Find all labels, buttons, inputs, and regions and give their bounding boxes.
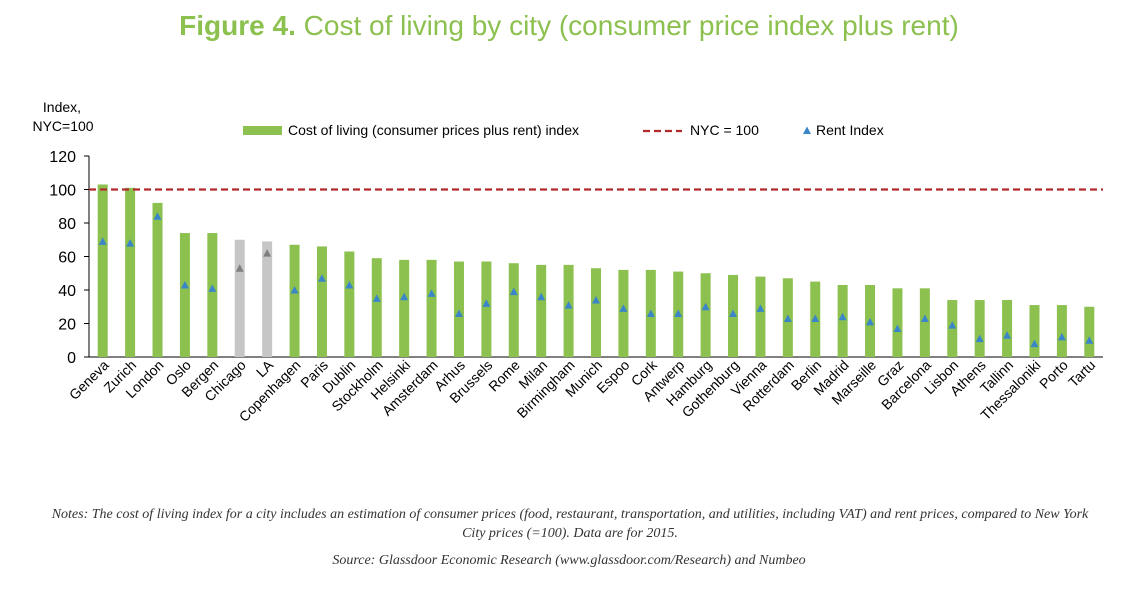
rent-marker-paris [317,274,326,282]
figure-title-text: Cost of living by city (consumer price i… [303,10,959,41]
rent-marker-brussels [482,299,491,307]
rent-marker-zurich [126,239,135,247]
bar-tallinn [1002,300,1013,357]
rent-marker-hamburg [701,302,710,311]
rent-marker-berlin [811,314,820,322]
rent-marker-madrid [838,312,847,321]
x-tick-label: Tartu [1065,357,1098,390]
rent-marker-lisbon [948,321,957,329]
bar-milan [536,264,547,357]
rent-marker-espoo [619,304,628,312]
y-tick-label: 0 [67,350,76,367]
bar-dublin [344,251,355,357]
rent-marker-porto [1057,332,1066,341]
bar-hamburg [700,273,711,357]
legend-bar-label: Cost of living (consumer prices plus ren… [288,122,579,138]
bar-graz [892,288,903,357]
rent-marker-tartu [1085,336,1094,344]
rent-marker-munich [592,296,600,304]
rent-marker-milan [537,292,546,301]
rent-marker-athens [975,334,984,343]
bar-chicago [234,239,245,357]
y-axis-title-line: NYC=100 [32,118,93,134]
rent-marker-helsinki [400,292,409,301]
rent-marker-stockholm [372,294,381,302]
bar-la [262,241,273,357]
bar-porto [1056,305,1067,357]
y-tick-label: 80 [58,216,76,233]
bar-paris [316,246,327,357]
bar-barcelona [919,288,930,357]
figure-label: Figure 4. [179,10,296,41]
figure-source: Source: Glassdoor Economic Research (www… [332,553,806,568]
bar-arhus [453,261,464,357]
rent-marker-rome [509,287,518,296]
bar-athens [974,300,985,357]
bar-bergen [207,233,218,357]
bar-rome [508,263,519,357]
rent-marker-amsterdam [427,289,436,297]
legend-marker-swatch [803,126,811,134]
rent-marker-chicago [235,264,244,272]
chart: Index,NYC=100020406080100120GenevaZurich… [32,99,1103,425]
rent-marker-graz [893,324,902,333]
bar-zurich [125,187,136,357]
rent-marker-dublin [345,280,354,289]
rent-marker-copenhagen [290,286,299,294]
legend-bar-swatch [243,126,282,135]
bar-london [152,202,163,357]
bar-helsinki [399,259,410,357]
rent-marker-arhus [454,309,463,317]
x-tick-label: Rome [485,357,523,395]
y-tick-label: 20 [58,317,76,334]
figure-title: Figure 4. Cost of living by city (consum… [0,10,1138,42]
bar-amsterdam [426,259,437,357]
bar-munich [591,268,601,357]
bar-espoo [618,269,629,357]
rent-marker-antwerp [674,309,683,317]
bar-stockholm [371,258,382,357]
y-axis-title-line: Index, [43,99,81,115]
y-tick-label: 40 [58,283,76,300]
bar-geneva [97,184,108,357]
legend-marker-label: Rent Index [816,122,884,138]
y-tick-label: 100 [49,183,76,200]
rent-marker-rotterdam [783,314,792,322]
rent-marker-la [263,249,272,257]
bar-madrid [837,284,848,357]
bar-brussels [481,261,492,357]
rent-marker-barcelona [920,314,929,322]
figure-notes: Notes: The cost of living index for a ci… [51,507,1089,541]
y-tick-label: 120 [49,149,76,166]
rent-marker-geneva [98,237,107,245]
bar-tartu [1084,306,1095,357]
y-tick-label: 60 [58,250,76,267]
rent-marker-marseille [866,317,875,326]
rent-marker-bergen [208,284,217,292]
rent-marker-cork [646,309,655,317]
rent-marker-vienna [756,304,765,312]
bar-birmingham [563,264,574,357]
rent-marker-tallinn [1003,331,1012,339]
bar-thessaloniki [1029,305,1040,357]
rent-marker-thessaloniki [1030,339,1039,348]
rent-marker-oslo [180,280,189,289]
rent-marker-london [153,212,162,220]
bar-vienna [755,276,766,357]
bar-copenhagen [289,244,300,357]
rent-marker-birmingham [564,301,573,309]
legend-line-label: NYC = 100 [690,122,759,138]
x-tick-label: Porto [1036,357,1071,392]
bar-oslo [179,233,190,357]
rent-marker-gothenburg [729,309,738,317]
